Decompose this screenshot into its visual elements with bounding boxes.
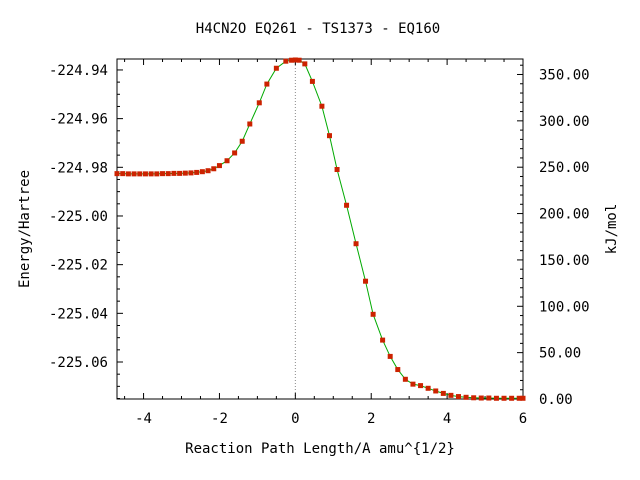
data-point [418, 383, 424, 389]
y2-tick-label: 150.00 [539, 253, 590, 269]
data-point [239, 138, 245, 144]
data-point [182, 170, 188, 176]
data-point [501, 395, 507, 401]
data-point [425, 385, 431, 391]
data-point [486, 395, 492, 401]
data-point [455, 394, 461, 400]
data-point [131, 171, 137, 177]
data-point [440, 390, 446, 396]
data-point [177, 170, 183, 176]
data-point [256, 100, 262, 106]
y-tick-label: -225.00 [49, 209, 108, 225]
y2-tick-label: 200.00 [539, 207, 590, 223]
data-point [410, 381, 416, 387]
data-point [395, 367, 401, 373]
data-point [478, 395, 484, 401]
data-point [292, 57, 298, 63]
data-point [188, 170, 194, 176]
data-point [363, 278, 369, 284]
data-point [142, 171, 148, 177]
data-point [433, 388, 439, 394]
data-point [283, 58, 289, 64]
data-point [448, 392, 454, 398]
y2-tick-label: 100.00 [539, 299, 590, 315]
data-point [520, 395, 526, 401]
y2-axis-label: kJ/mol [604, 204, 620, 255]
plot-frame [116, 58, 524, 400]
y2-tick-label: 250.00 [539, 160, 590, 176]
data-point [171, 170, 177, 176]
y-tick-label: -224.96 [49, 112, 108, 128]
data-point [309, 78, 315, 84]
x-tick-label: -4 [135, 411, 152, 427]
x-tick-label: 4 [443, 411, 451, 427]
data-point [211, 166, 217, 172]
data-point [326, 133, 332, 139]
data-point [516, 395, 522, 401]
data-point [296, 57, 302, 63]
data-point [493, 395, 499, 401]
data-point [302, 61, 308, 67]
chart-title: H4CN2O EQ261 - TS1373 - EQ160 [196, 21, 440, 37]
y-tick-label: -225.02 [49, 258, 108, 274]
x-tick-label: 2 [367, 411, 375, 427]
data-point [194, 169, 200, 175]
data-point [114, 171, 120, 177]
data-point [232, 150, 238, 156]
data-point [344, 202, 350, 208]
data-point [216, 163, 222, 169]
x-tick-label: 0 [291, 411, 299, 427]
data-point [273, 65, 279, 71]
data-point [353, 241, 359, 247]
y-tick-label: -224.94 [49, 63, 108, 79]
y-tick-label: -225.04 [49, 306, 108, 322]
data-point [370, 311, 376, 317]
data-point [148, 171, 154, 177]
data-point [247, 121, 253, 127]
data-point [165, 171, 171, 177]
data-point [387, 353, 393, 359]
data-point [154, 171, 160, 177]
data-point [205, 168, 211, 174]
y2-tick-label: 350.00 [539, 67, 590, 83]
y-axis-label: Energy/Hartree [17, 170, 33, 288]
data-point [120, 171, 126, 177]
data-point [160, 171, 166, 177]
data-point [380, 337, 386, 343]
data-point [334, 166, 340, 172]
plot-area: -4 -2 0 2 4 6 -224.94 -224.96 -224.98 -225.00 -225… [49, 57, 590, 427]
data-point [125, 171, 131, 177]
x-tick-label: 6 [519, 411, 527, 427]
y2-tick-label: 300.00 [539, 114, 590, 130]
data-point [319, 103, 325, 109]
x-tick-label: -2 [211, 411, 228, 427]
y-tick-label: -224.98 [49, 160, 108, 176]
data-point [264, 81, 270, 87]
data-point [199, 169, 205, 175]
y2-tick-label: 50.00 [539, 346, 581, 362]
x-axis-label: Reaction Path Length/A amu^{1/2} [185, 441, 455, 457]
data-point [463, 394, 469, 400]
data-point [509, 395, 515, 401]
data-point [289, 57, 295, 63]
data-point [402, 376, 408, 382]
data-point [471, 395, 477, 401]
energy-curve [117, 59, 523, 399]
data-point [224, 158, 230, 164]
data-point [137, 171, 143, 177]
y-tick-label: -225.06 [49, 355, 108, 371]
y2-tick-label: 0.00 [539, 392, 573, 408]
